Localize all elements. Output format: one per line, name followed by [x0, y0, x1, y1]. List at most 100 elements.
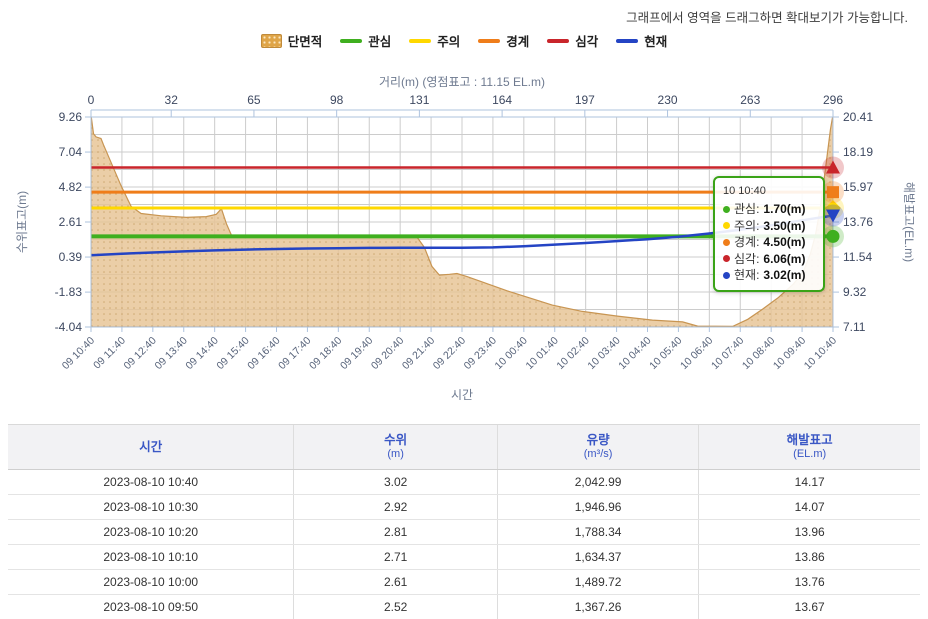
right-axis-tick-label: 18.19 — [843, 145, 873, 159]
cell-level: 2.71 — [293, 545, 496, 569]
top-axis-tick-label: 296 — [823, 93, 843, 107]
tooltip-row-current: 현재:3.02(m) — [723, 267, 815, 284]
cell-text: 13.86 — [795, 550, 825, 564]
time-tick-label: 10 02:40 — [554, 335, 591, 372]
cell-text: 1,634.37 — [575, 550, 622, 564]
tooltip-label: 관심: — [734, 201, 759, 218]
cell-text: 1,788.34 — [575, 525, 622, 539]
header-label: 시간 — [139, 440, 162, 455]
time-tick-label: 10 08:40 — [740, 335, 777, 372]
cell-text: 1,489.72 — [575, 575, 622, 589]
cell-flow: 1,634.37 — [497, 545, 699, 569]
right-axis-tick-label: 9.32 — [843, 285, 867, 299]
table-row: 2023-08-10 09:502.521,367.2613.67 — [8, 595, 920, 619]
cell-flow: 2,042.99 — [497, 470, 699, 494]
bottom-axis-title: 시간 — [451, 388, 473, 402]
header-label: 유량 — [587, 433, 610, 448]
alert-dot-icon — [723, 239, 730, 246]
right-axis-tick-label: 7.11 — [843, 320, 866, 334]
cell-text: 2023-08-10 10:30 — [103, 500, 198, 514]
tooltip-title: 10 10:40 — [723, 185, 815, 197]
header-label: 해발표고 — [787, 433, 833, 448]
marker-interest-circle-icon — [827, 230, 840, 243]
cell-time: 2023-08-10 10:00 — [8, 570, 293, 594]
cell-text: 14.17 — [795, 475, 825, 489]
measurement-table: 시간수위(m)유량(m³/s)해발표고(EL.m)2023-08-10 10:4… — [8, 424, 920, 619]
header-label: 수위 — [384, 433, 407, 448]
time-tick-label: 09 15:40 — [214, 335, 251, 372]
cell-time: 2023-08-10 10:30 — [8, 495, 293, 519]
top-axis-tick-label: 131 — [409, 93, 429, 107]
cell-text: 2023-08-10 10:20 — [103, 525, 198, 539]
cell-text: 2023-08-10 10:40 — [103, 475, 198, 489]
cell-text: 2023-08-10 10:00 — [103, 575, 198, 589]
header-unit: (m) — [387, 448, 404, 461]
left-axis-tick-label: -1.83 — [55, 285, 83, 299]
time-tick-label: 09 17:40 — [276, 335, 313, 372]
cell-text: 3.02 — [384, 475, 407, 489]
time-tick-label: 09 22:40 — [431, 335, 468, 372]
cell-time: 2023-08-10 10:20 — [8, 520, 293, 544]
cell-text: 2023-08-10 10:10 — [103, 550, 198, 564]
time-tick-label: 09 10:40 — [60, 335, 97, 372]
cell-level: 2.92 — [293, 495, 496, 519]
cell-elevation: 13.96 — [698, 520, 920, 544]
top-axis-tick-label: 230 — [658, 93, 678, 107]
cell-text: 13.76 — [795, 575, 825, 589]
tooltip-value: 1.70(m) — [763, 201, 805, 218]
cell-elevation: 14.17 — [698, 470, 920, 494]
table-row: 2023-08-10 10:00 2.61 1,489.72 13.76 — [8, 570, 920, 595]
tooltip-row-severe: 심각:6.06(m) — [723, 251, 815, 268]
time-tick-label: 10 10:40 — [802, 335, 839, 372]
tooltip-row-interest: 관심:1.70(m) — [723, 201, 815, 218]
cell-flow: 1,788.34 — [497, 520, 699, 544]
time-tick-label: 09 23:40 — [462, 335, 499, 372]
time-tick-label: 10 00:40 — [493, 335, 530, 372]
cell-level: 3.02 — [293, 470, 496, 494]
top-axis-tick-label: 197 — [575, 93, 595, 107]
severe-dot-icon — [723, 255, 730, 262]
tooltip-value: 3.02(m) — [763, 267, 805, 284]
top-axis-title: 거리(m) (영점표고 : 11.15 EL.m) — [379, 75, 545, 89]
header-cell-level: 수위(m) — [293, 425, 496, 469]
time-tick-label: 09 13:40 — [153, 335, 190, 372]
left-axis-tick-label: 2.61 — [59, 215, 83, 229]
header-cell-flow: 유량(m³/s) — [497, 425, 699, 469]
top-axis-tick-label: 32 — [165, 93, 179, 107]
left-axis-title: 수위표고(m) — [15, 191, 29, 253]
tooltip-label: 심각: — [734, 251, 759, 268]
cell-text: 2.81 — [384, 525, 407, 539]
time-tick-label: 09 18:40 — [307, 335, 344, 372]
cell-level: 2.81 — [293, 520, 496, 544]
chart-tooltip: 10 10:40 관심:1.70(m)주의:3.50(m)경계:4.50(m)심… — [713, 176, 825, 292]
left-axis-tick-label: 9.26 — [59, 110, 83, 124]
time-tick-label: 10 03:40 — [585, 335, 622, 372]
tooltip-value: 4.50(m) — [763, 234, 805, 251]
time-tick-label: 10 05:40 — [647, 335, 684, 372]
time-tick-label: 09 16:40 — [245, 335, 282, 372]
cell-level: 2.52 — [293, 595, 496, 619]
left-axis-tick-label: -4.04 — [55, 320, 83, 334]
table-row: 2023-08-10 10:20 2.81 1,788.34 13.96 — [8, 520, 920, 545]
cell-elevation: 13.86 — [698, 545, 920, 569]
cell-flow: 1,367.26 — [497, 595, 699, 619]
cell-text: 2023-08-10 09:50 — [103, 600, 198, 614]
time-tick-label: 10 01:40 — [524, 335, 561, 372]
time-tick-label: 09 19:40 — [338, 335, 375, 372]
interest-dot-icon — [723, 206, 730, 213]
cell-time: 2023-08-10 10:40 — [8, 470, 293, 494]
tooltip-value: 6.06(m) — [763, 251, 805, 268]
cell-text: 1,367.26 — [575, 600, 622, 614]
right-axis-tick-label: 15.97 — [843, 180, 873, 194]
tooltip-row-alert: 경계:4.50(m) — [723, 234, 815, 251]
time-tick-label: 09 14:40 — [183, 335, 220, 372]
table-row: 2023-08-10 10:302.921,946.9614.07 — [8, 495, 920, 520]
header-unit: (EL.m) — [793, 448, 826, 461]
right-axis-tick-label: 20.41 — [843, 110, 873, 124]
cell-text: 1,946.96 — [575, 500, 622, 514]
tooltip-value: 3.50(m) — [763, 218, 805, 235]
cell-level: 2.61 — [293, 570, 496, 594]
tooltip-label: 현재: — [734, 267, 759, 284]
left-axis-tick-label: 7.04 — [59, 145, 83, 159]
time-tick-label: 10 09:40 — [771, 335, 808, 372]
